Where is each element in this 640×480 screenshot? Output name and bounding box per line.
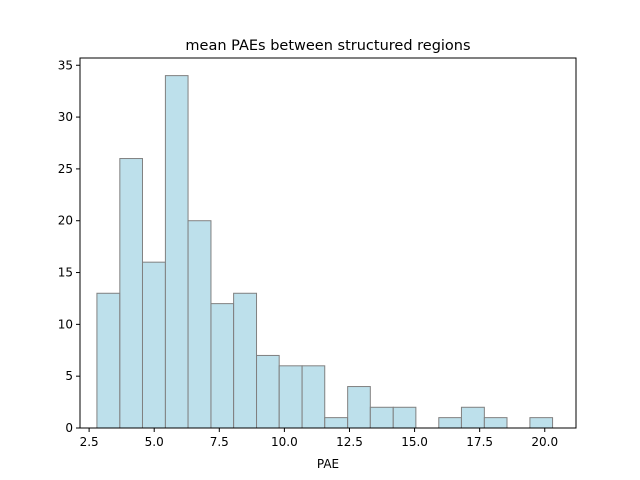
- x-tick-label: 15.0: [401, 435, 428, 449]
- x-tick-label: 17.5: [466, 435, 493, 449]
- plot-frame: [79, 57, 577, 429]
- histogram-bar: [460, 406, 485, 429]
- histogram-bar: [278, 365, 303, 429]
- x-tick-label: 10.0: [271, 435, 298, 449]
- x-axis-label: PAE: [317, 457, 339, 471]
- y-tick-label: 20: [58, 214, 73, 228]
- x-tick-label: 12.5: [336, 435, 363, 449]
- y-tick-label: 5: [65, 369, 73, 383]
- histogram-bar: [301, 365, 326, 429]
- bars-group: [96, 75, 554, 429]
- histogram-bar: [210, 303, 235, 429]
- x-tick-label: 20.0: [531, 435, 558, 449]
- histogram-bar: [141, 261, 166, 429]
- histogram-bar: [483, 417, 508, 429]
- y-axis: 0 5 10 15 20 25 30 35: [58, 58, 80, 435]
- y-tick-label: 0: [65, 421, 73, 435]
- histogram-bar: [96, 292, 121, 429]
- y-tick-label: 25: [58, 162, 73, 176]
- histogram-bar: [347, 386, 371, 429]
- y-tick-label: 35: [58, 58, 73, 72]
- x-axis: 2.5 5.0 7.5 10.0 12.5 15.0 17.5 20.0: [80, 428, 558, 449]
- histogram-bar: [392, 406, 417, 429]
- histogram-bar: [369, 406, 394, 429]
- histogram-bar: [233, 292, 258, 429]
- x-tick-label: 2.5: [80, 435, 99, 449]
- histogram-bar: [187, 220, 212, 429]
- histogram-bar: [256, 354, 280, 429]
- histogram-bar: [324, 417, 349, 429]
- histogram-bar: [119, 158, 143, 429]
- y-tick-label: 15: [58, 266, 73, 280]
- x-tick-label: 5.0: [145, 435, 164, 449]
- x-tick-label: 7.5: [210, 435, 229, 449]
- histogram-bar: [438, 417, 462, 429]
- y-tick-label: 10: [58, 317, 73, 331]
- chart-title: mean PAEs between structured regions: [185, 38, 470, 54]
- histogram-bar: [529, 417, 554, 429]
- y-tick-label: 30: [58, 110, 73, 124]
- histogram-bar: [164, 75, 189, 429]
